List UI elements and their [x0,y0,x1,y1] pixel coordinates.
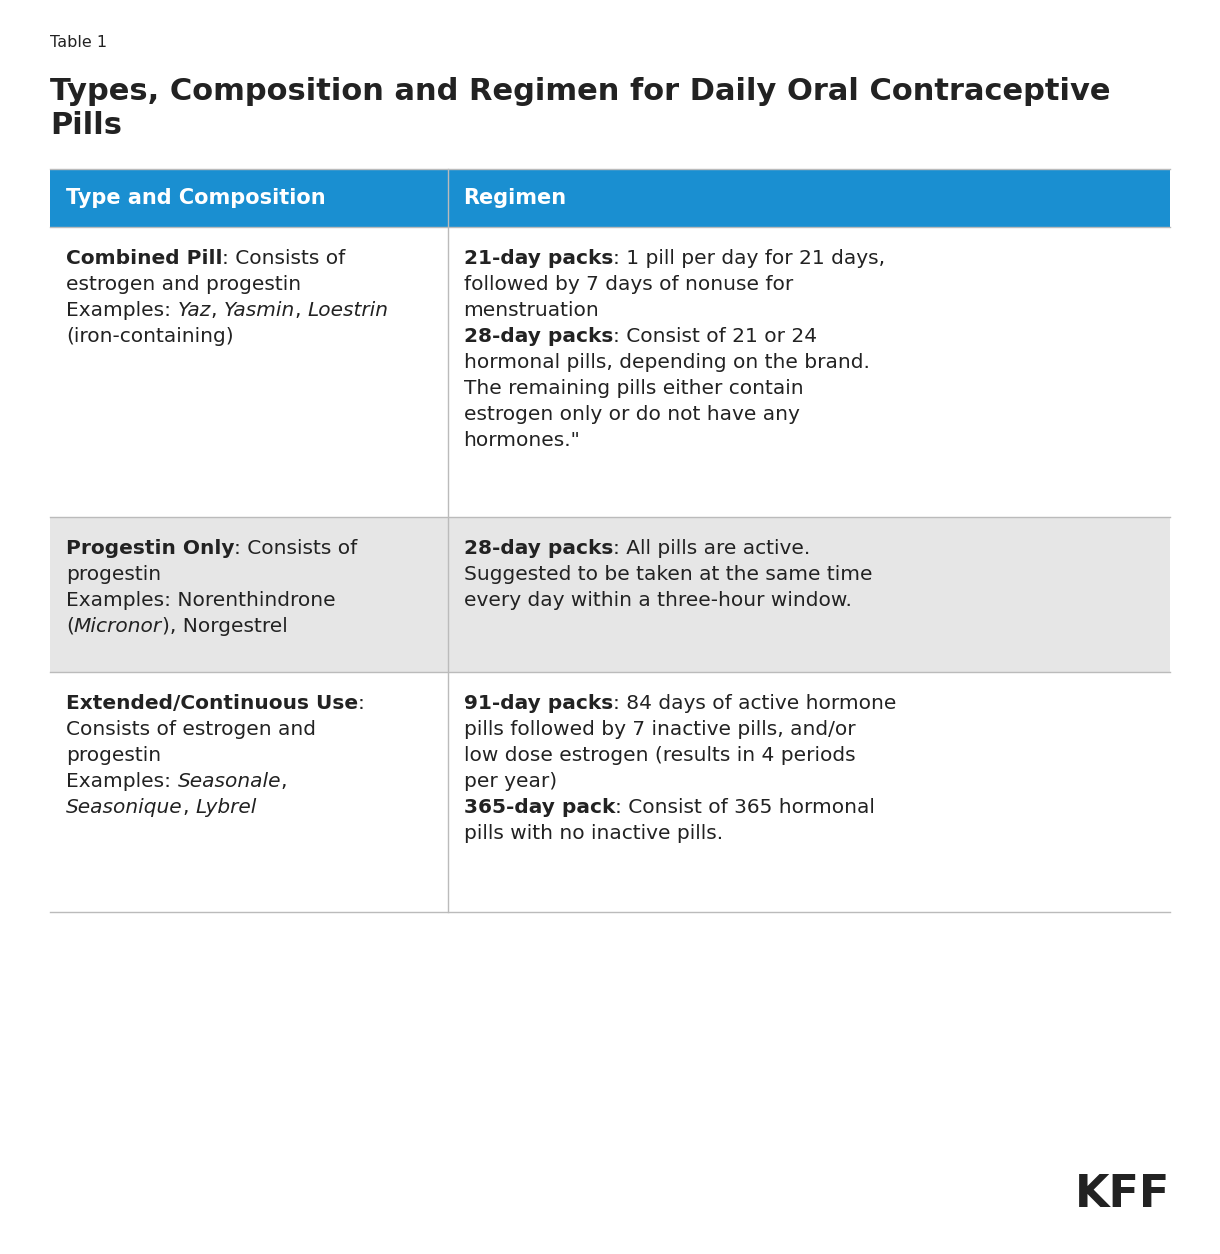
Text: pills followed by 7 inactive pills, and/or: pills followed by 7 inactive pills, and/… [464,720,855,739]
Text: Combined Pill: Combined Pill [66,250,222,268]
Text: every day within a three-hour window.: every day within a three-hour window. [464,591,852,609]
Text: estrogen only or do not have any: estrogen only or do not have any [464,405,799,424]
Text: The remaining pills either contain: The remaining pills either contain [464,379,803,398]
Text: Yasmin: Yasmin [223,301,295,320]
Text: : Consists of: : Consists of [222,250,345,268]
Text: 91-day packs: 91-day packs [464,693,612,714]
Text: Lybrel: Lybrel [195,798,257,818]
Text: estrogen and progestin: estrogen and progestin [66,275,301,293]
Text: Extended/Continuous Use: Extended/Continuous Use [66,693,359,714]
Text: 28-day packs: 28-day packs [464,327,612,346]
Text: progestin: progestin [66,746,161,765]
Text: Type and Composition: Type and Composition [66,188,326,208]
Text: Types, Composition and Regimen for Daily Oral Contraceptive: Types, Composition and Regimen for Daily… [50,76,1110,107]
Text: Seasonique: Seasonique [66,798,183,818]
Text: Pills: Pills [50,112,122,140]
Text: ,: , [211,301,223,320]
Text: Yaz: Yaz [177,301,211,320]
Text: : 1 pill per day for 21 days,: : 1 pill per day for 21 days, [612,250,884,268]
Text: Examples: Norenthindrone: Examples: Norenthindrone [66,591,336,609]
Text: : Consists of: : Consists of [234,539,357,558]
Bar [50,227,1170,517]
Text: 365-day pack: 365-day pack [464,798,615,818]
Text: ,: , [183,798,195,818]
Text: : Consist of 365 hormonal: : Consist of 365 hormonal [615,798,875,818]
Text: (: ( [66,617,74,636]
Text: followed by 7 days of nonuse for: followed by 7 days of nonuse for [464,275,793,293]
Text: Progestin Only: Progestin Only [66,539,234,558]
Text: low dose estrogen (results in 4 periods: low dose estrogen (results in 4 periods [464,746,855,765]
Text: menstruation: menstruation [464,301,599,320]
Text: per year): per year) [464,772,556,791]
Text: (iron-containing): (iron-containing) [66,327,233,346]
Text: Examples:: Examples: [66,301,177,320]
Text: Micronor: Micronor [74,617,162,636]
Text: ), Norgestrel: ), Norgestrel [162,617,288,636]
Text: KFF: KFF [1075,1172,1170,1216]
Text: Seasonale: Seasonale [177,772,281,791]
Text: Suggested to be taken at the same time: Suggested to be taken at the same time [464,566,872,584]
Text: 21-day packs: 21-day packs [464,250,612,268]
Text: progestin: progestin [66,566,161,584]
Bar [50,169,1170,227]
Bar [50,672,1170,912]
Text: Table 1: Table 1 [50,35,107,50]
Text: Regimen: Regimen [464,188,567,208]
Bar [50,517,1170,672]
Text: ,: , [281,772,288,791]
Text: 28-day packs: 28-day packs [464,539,612,558]
Text: Examples:: Examples: [66,772,177,791]
Text: Consists of estrogen and: Consists of estrogen and [66,720,316,739]
Text: ,: , [295,301,307,320]
Text: pills with no inactive pills.: pills with no inactive pills. [464,824,722,843]
Text: Loestrin: Loestrin [307,301,389,320]
Text: hormonal pills, depending on the brand.: hormonal pills, depending on the brand. [464,352,870,372]
Text: : 84 days of active hormone: : 84 days of active hormone [612,693,897,714]
Text: hormones.": hormones." [464,431,581,450]
Text: : Consist of 21 or 24: : Consist of 21 or 24 [612,327,817,346]
Text: :: : [359,693,365,714]
Text: : All pills are active.: : All pills are active. [612,539,810,558]
